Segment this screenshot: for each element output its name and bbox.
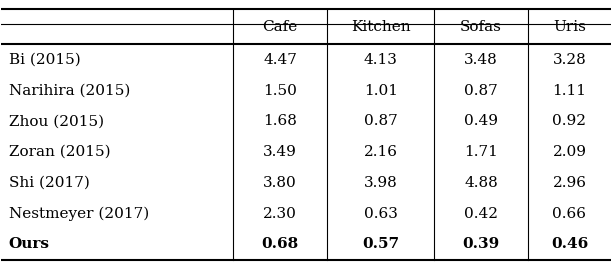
Text: 0.87: 0.87: [364, 115, 398, 128]
Text: 0.87: 0.87: [465, 84, 498, 98]
Text: 1.01: 1.01: [364, 84, 398, 98]
Text: Bi (2015): Bi (2015): [9, 53, 80, 67]
Text: 3.48: 3.48: [465, 53, 498, 67]
Text: 0.46: 0.46: [551, 237, 588, 251]
Text: 1.68: 1.68: [263, 115, 297, 128]
Text: Nestmeyer (2017): Nestmeyer (2017): [9, 206, 149, 221]
Text: 0.66: 0.66: [553, 207, 586, 221]
Text: Zhou (2015): Zhou (2015): [9, 115, 104, 128]
Text: 0.42: 0.42: [464, 207, 498, 221]
Text: 1.50: 1.50: [263, 84, 297, 98]
Text: 2.96: 2.96: [553, 176, 586, 190]
Text: 0.39: 0.39: [463, 237, 500, 251]
Text: 2.30: 2.30: [263, 207, 297, 221]
Text: 3.28: 3.28: [553, 53, 586, 67]
Text: 4.47: 4.47: [263, 53, 297, 67]
Text: 2.09: 2.09: [553, 145, 586, 159]
Text: Sofas: Sofas: [460, 20, 502, 34]
Text: 1.11: 1.11: [553, 84, 586, 98]
Text: Ours: Ours: [9, 237, 50, 251]
Text: 1.71: 1.71: [465, 145, 498, 159]
Text: Zoran (2015): Zoran (2015): [9, 145, 110, 159]
Text: 3.80: 3.80: [263, 176, 297, 190]
Text: 3.49: 3.49: [263, 145, 297, 159]
Text: Narihira (2015): Narihira (2015): [9, 84, 130, 98]
Text: 2.16: 2.16: [364, 145, 398, 159]
Text: 0.57: 0.57: [362, 237, 399, 251]
Text: 0.92: 0.92: [553, 115, 586, 128]
Text: 4.88: 4.88: [465, 176, 498, 190]
Text: 0.49: 0.49: [464, 115, 498, 128]
Text: 0.68: 0.68: [261, 237, 299, 251]
Text: 4.13: 4.13: [364, 53, 398, 67]
Text: Kitchen: Kitchen: [351, 20, 411, 34]
Text: Uris: Uris: [553, 20, 586, 34]
Text: Shi (2017): Shi (2017): [9, 176, 89, 190]
Text: Cafe: Cafe: [263, 20, 297, 34]
Text: 3.98: 3.98: [364, 176, 398, 190]
Text: 0.63: 0.63: [364, 207, 398, 221]
